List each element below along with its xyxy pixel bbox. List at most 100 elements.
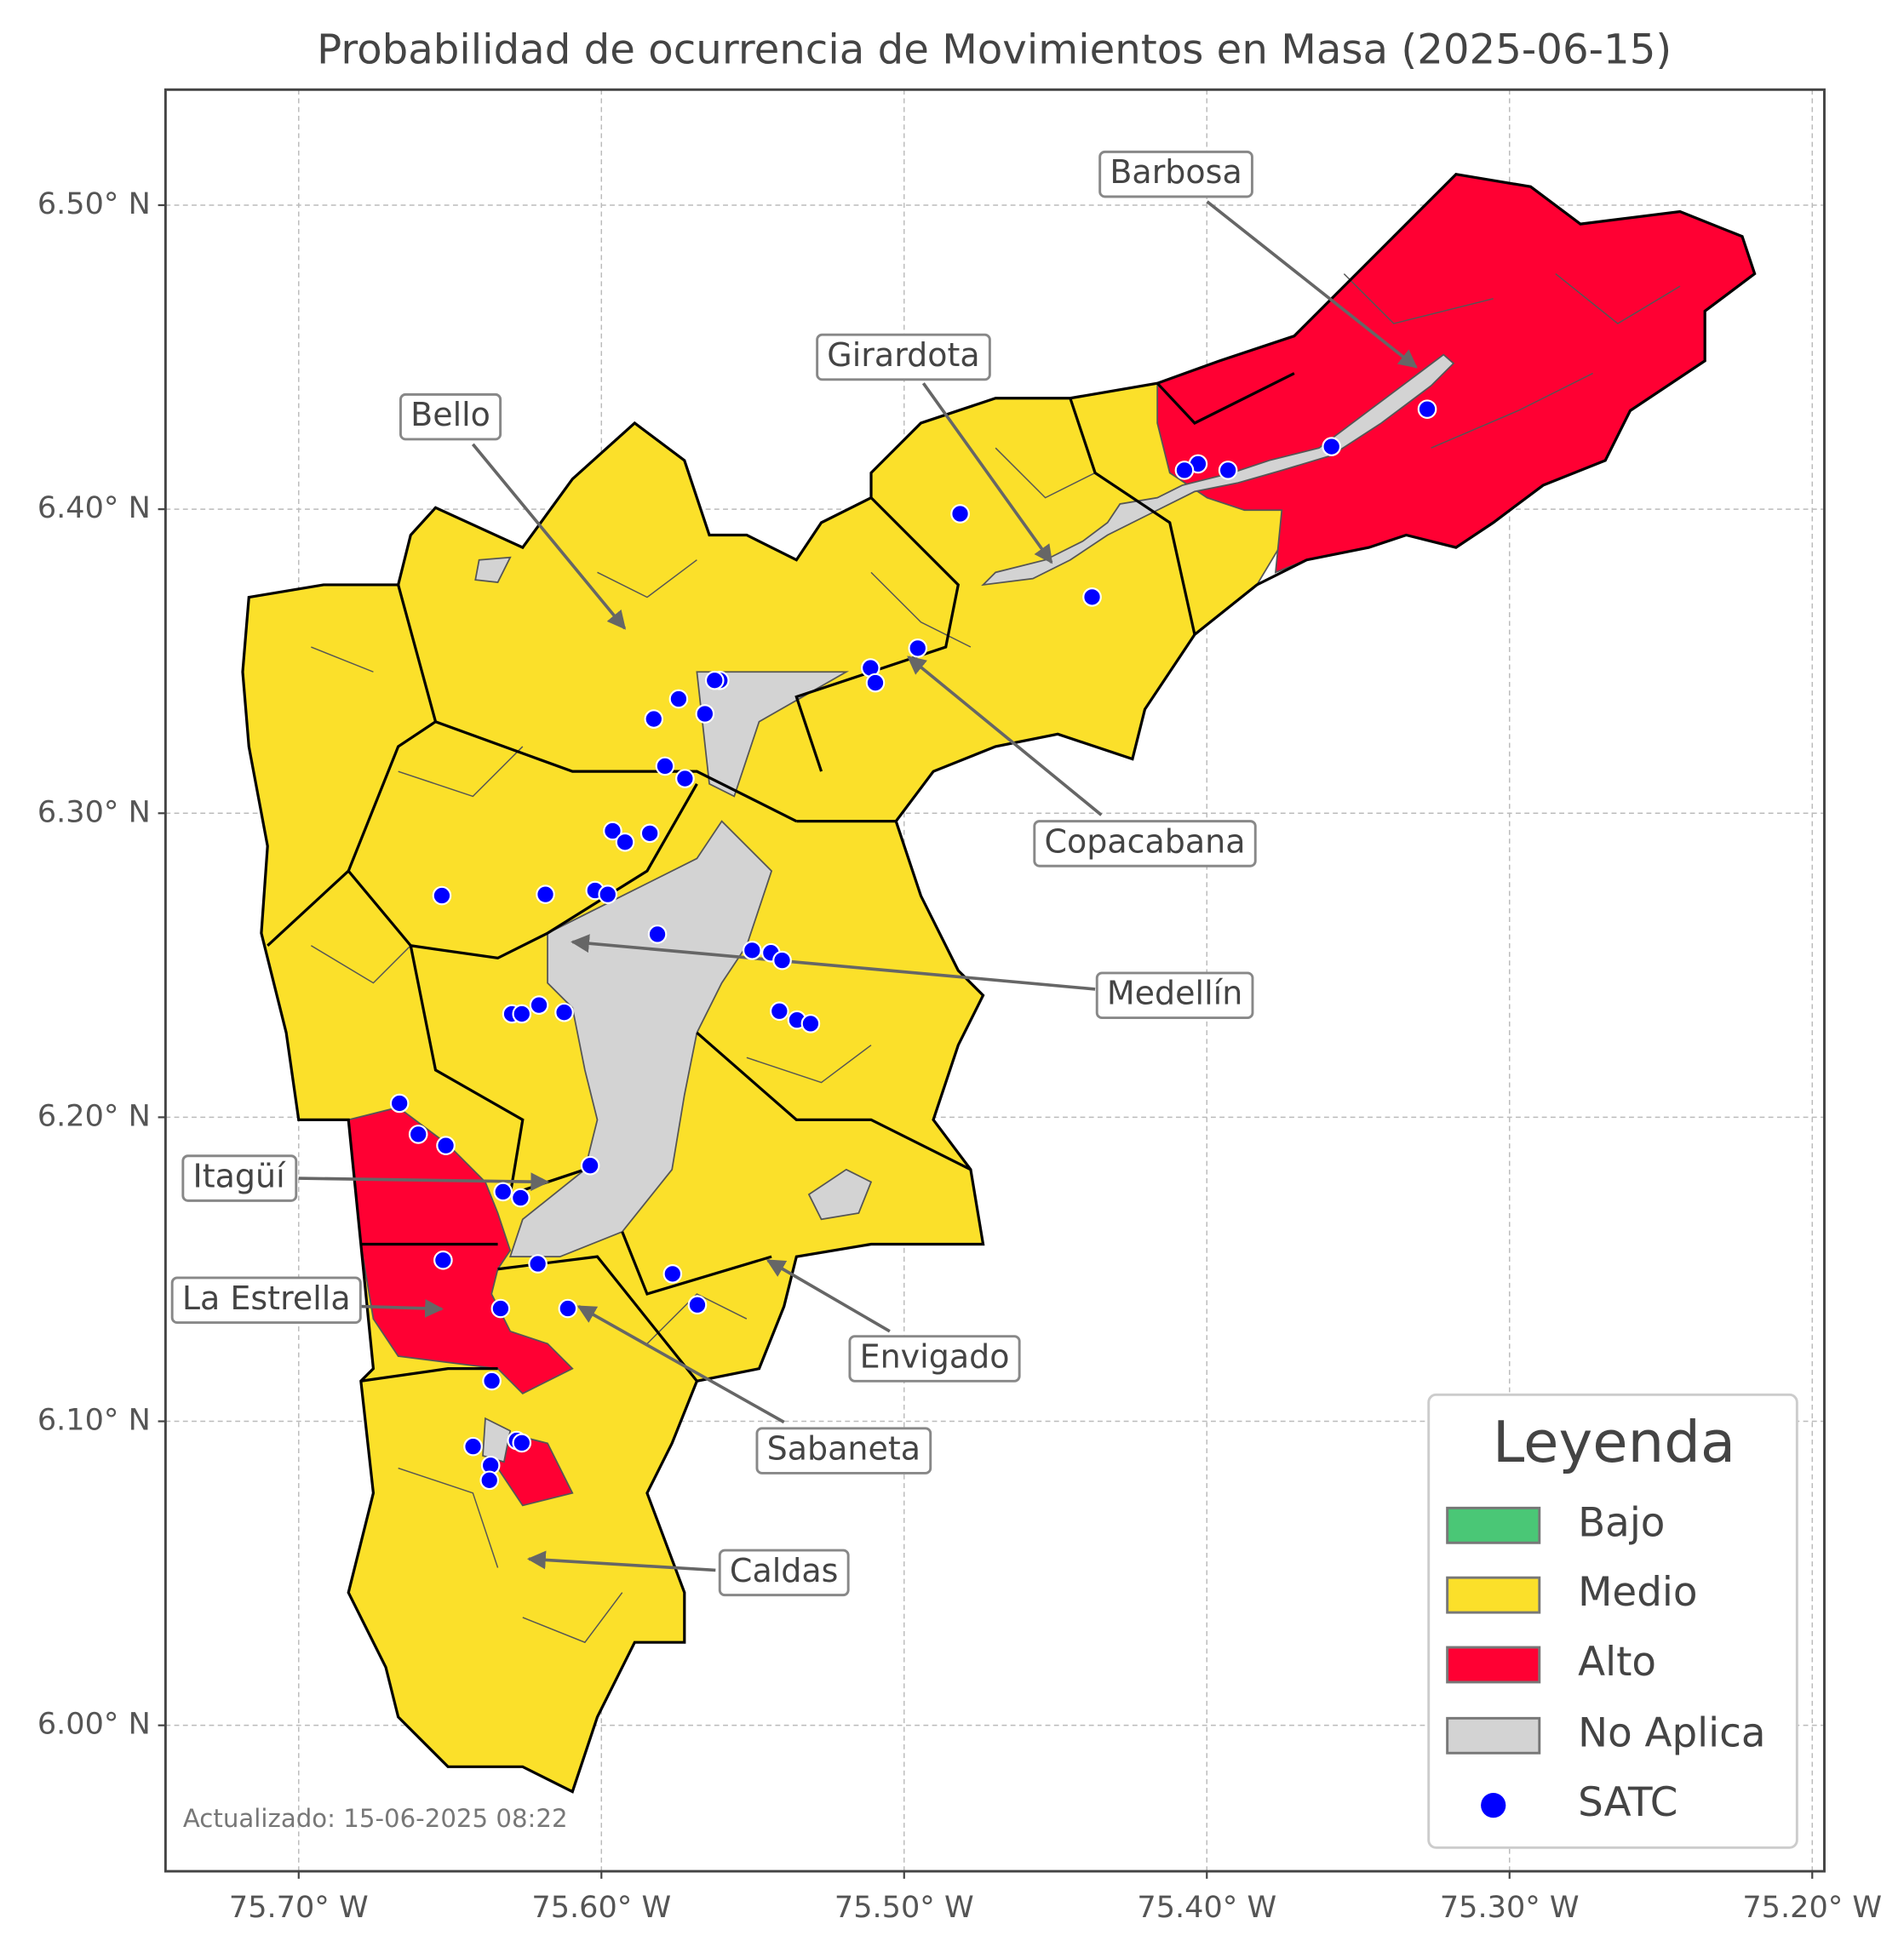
- satc-point: [800, 1014, 821, 1033]
- x-tick-label: 75.50° W: [834, 1890, 974, 1925]
- annotation-box: [816, 333, 991, 381]
- annotation-box: [1098, 150, 1253, 198]
- annotation-label: Bello: [410, 396, 490, 433]
- satc-point: [433, 1250, 453, 1270]
- satc-point: [639, 823, 660, 844]
- legend-label: SATC: [1578, 1780, 1677, 1826]
- x-tick-label: 75.60° W: [531, 1890, 671, 1925]
- y-tick-label: 6.30° N: [37, 794, 151, 829]
- satc-point: [479, 1470, 500, 1491]
- legend-label: No Aplica: [1578, 1710, 1765, 1756]
- no-aplica-region: [981, 353, 1455, 587]
- legend-swatch: [1446, 1506, 1541, 1544]
- legend-swatch: [1446, 1576, 1541, 1614]
- satc-point: [1417, 399, 1437, 419]
- satc-point: [1082, 587, 1102, 607]
- satc-point: [908, 638, 928, 658]
- annotation-box: [1033, 820, 1257, 867]
- annotation-arrow: [576, 1304, 785, 1424]
- no-aplica-region: [696, 671, 850, 798]
- satc-point: [647, 925, 668, 944]
- annotation-arrow: [907, 656, 1103, 816]
- satc-point: [493, 1182, 513, 1202]
- y-tick-label: 6.20° N: [37, 1098, 151, 1133]
- no-aplica-region: [807, 1168, 873, 1221]
- satc-point: [603, 821, 622, 841]
- annotation-box: [181, 1154, 298, 1202]
- satc-point: [950, 504, 970, 524]
- annotation-box: [848, 1335, 1021, 1383]
- legend-title: Leyenda: [1493, 1409, 1735, 1475]
- satc-point: [704, 670, 725, 690]
- no-aplica-region: [482, 1417, 512, 1463]
- y-tick-label: 6.40° N: [37, 490, 151, 525]
- satc-point: [558, 1298, 578, 1319]
- points: [389, 399, 1437, 1491]
- no-aplica-region: [474, 556, 512, 583]
- satc-point: [1174, 461, 1195, 480]
- annotation-label: Caldas: [730, 1552, 839, 1589]
- annotation-box: [399, 392, 502, 441]
- annotation-label: Itagüí: [193, 1158, 287, 1195]
- satc-point: [432, 885, 452, 906]
- satc-point: [655, 756, 675, 776]
- satc-point: [389, 1093, 410, 1114]
- satc-point: [528, 1254, 548, 1274]
- satc-point: [662, 1263, 683, 1284]
- annotation-label: Copacabana: [1044, 822, 1245, 860]
- x-tick-label: 75.20° W: [1742, 1890, 1882, 1925]
- x-tick-label: 75.70° W: [229, 1890, 369, 1925]
- legend-label: Bajo: [1578, 1500, 1665, 1546]
- satc-point: [511, 1188, 530, 1208]
- satc-point: [687, 1295, 708, 1315]
- satc-point: [695, 704, 715, 724]
- satc-point: [580, 1155, 600, 1176]
- satc-point: [675, 769, 695, 788]
- satc-point: [644, 709, 664, 729]
- annotation-arrow: [571, 934, 1096, 991]
- annotation-arrow: [471, 443, 627, 630]
- annotations: Barbosa Girardota Bello Copacabana Medellín I…: [170, 150, 1418, 1597]
- x-tick-label: 75.30° W: [1440, 1890, 1580, 1925]
- satc-point: [536, 885, 555, 904]
- satc-point: [512, 1433, 532, 1453]
- satc-point: [772, 950, 792, 970]
- annotation-arrow: [1206, 200, 1418, 369]
- municipal-borders: [241, 172, 1757, 1794]
- satc-point: [408, 1125, 428, 1144]
- annotation-arrow: [360, 1298, 444, 1318]
- satc-point: [554, 1002, 574, 1022]
- annotation-arrow: [526, 1550, 716, 1572]
- satc-point: [490, 1298, 511, 1319]
- update-note: Actualizado: 15-06-2025 08:22: [183, 1804, 568, 1833]
- annotation-box: [718, 1549, 850, 1597]
- map-title: Probabilidad de ocurrencia de Movimiento…: [317, 26, 1672, 73]
- satc-point: [865, 673, 886, 693]
- satc-point: [769, 1001, 789, 1022]
- no-aplica-region: [508, 820, 773, 1258]
- legend-swatch: [1446, 1716, 1541, 1755]
- annotation-box: [170, 1276, 362, 1325]
- satc-point: [668, 689, 689, 709]
- annotation-box: [1095, 971, 1254, 1019]
- legend: Leyenda Bajo Medio Alto No Aplica SATC: [1427, 1393, 1798, 1849]
- satc-point: [436, 1136, 456, 1155]
- legend-label: Alto: [1578, 1640, 1656, 1686]
- satc-point: [463, 1436, 483, 1457]
- satc-point: [482, 1371, 502, 1391]
- annotation-arrow: [766, 1258, 891, 1333]
- satc-point: [529, 995, 549, 1015]
- satc-point: [615, 832, 635, 852]
- y-tick-label: 6.50° N: [37, 186, 151, 221]
- annotation-label: Barbosa: [1110, 153, 1242, 191]
- annotation-label: La Estrella: [182, 1280, 351, 1317]
- satc-point: [598, 885, 618, 904]
- y-tick-label: 6.00° N: [37, 1707, 151, 1742]
- inner-boundaries: [310, 273, 1681, 1644]
- x-tick-label: 75.40° W: [1137, 1890, 1276, 1925]
- legend-marker: [1481, 1793, 1506, 1818]
- satc-point: [512, 1004, 532, 1024]
- annotation-arrow: [298, 1172, 550, 1192]
